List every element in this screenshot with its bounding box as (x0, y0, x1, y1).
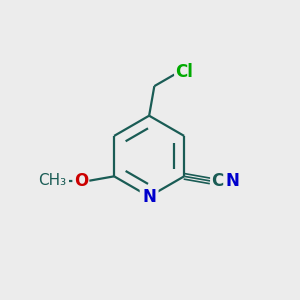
Text: N: N (142, 188, 156, 206)
Text: N: N (225, 172, 239, 190)
Text: Cl: Cl (176, 63, 194, 81)
Text: CH₃: CH₃ (39, 173, 67, 188)
Text: C: C (212, 172, 224, 190)
Text: O: O (74, 172, 88, 190)
